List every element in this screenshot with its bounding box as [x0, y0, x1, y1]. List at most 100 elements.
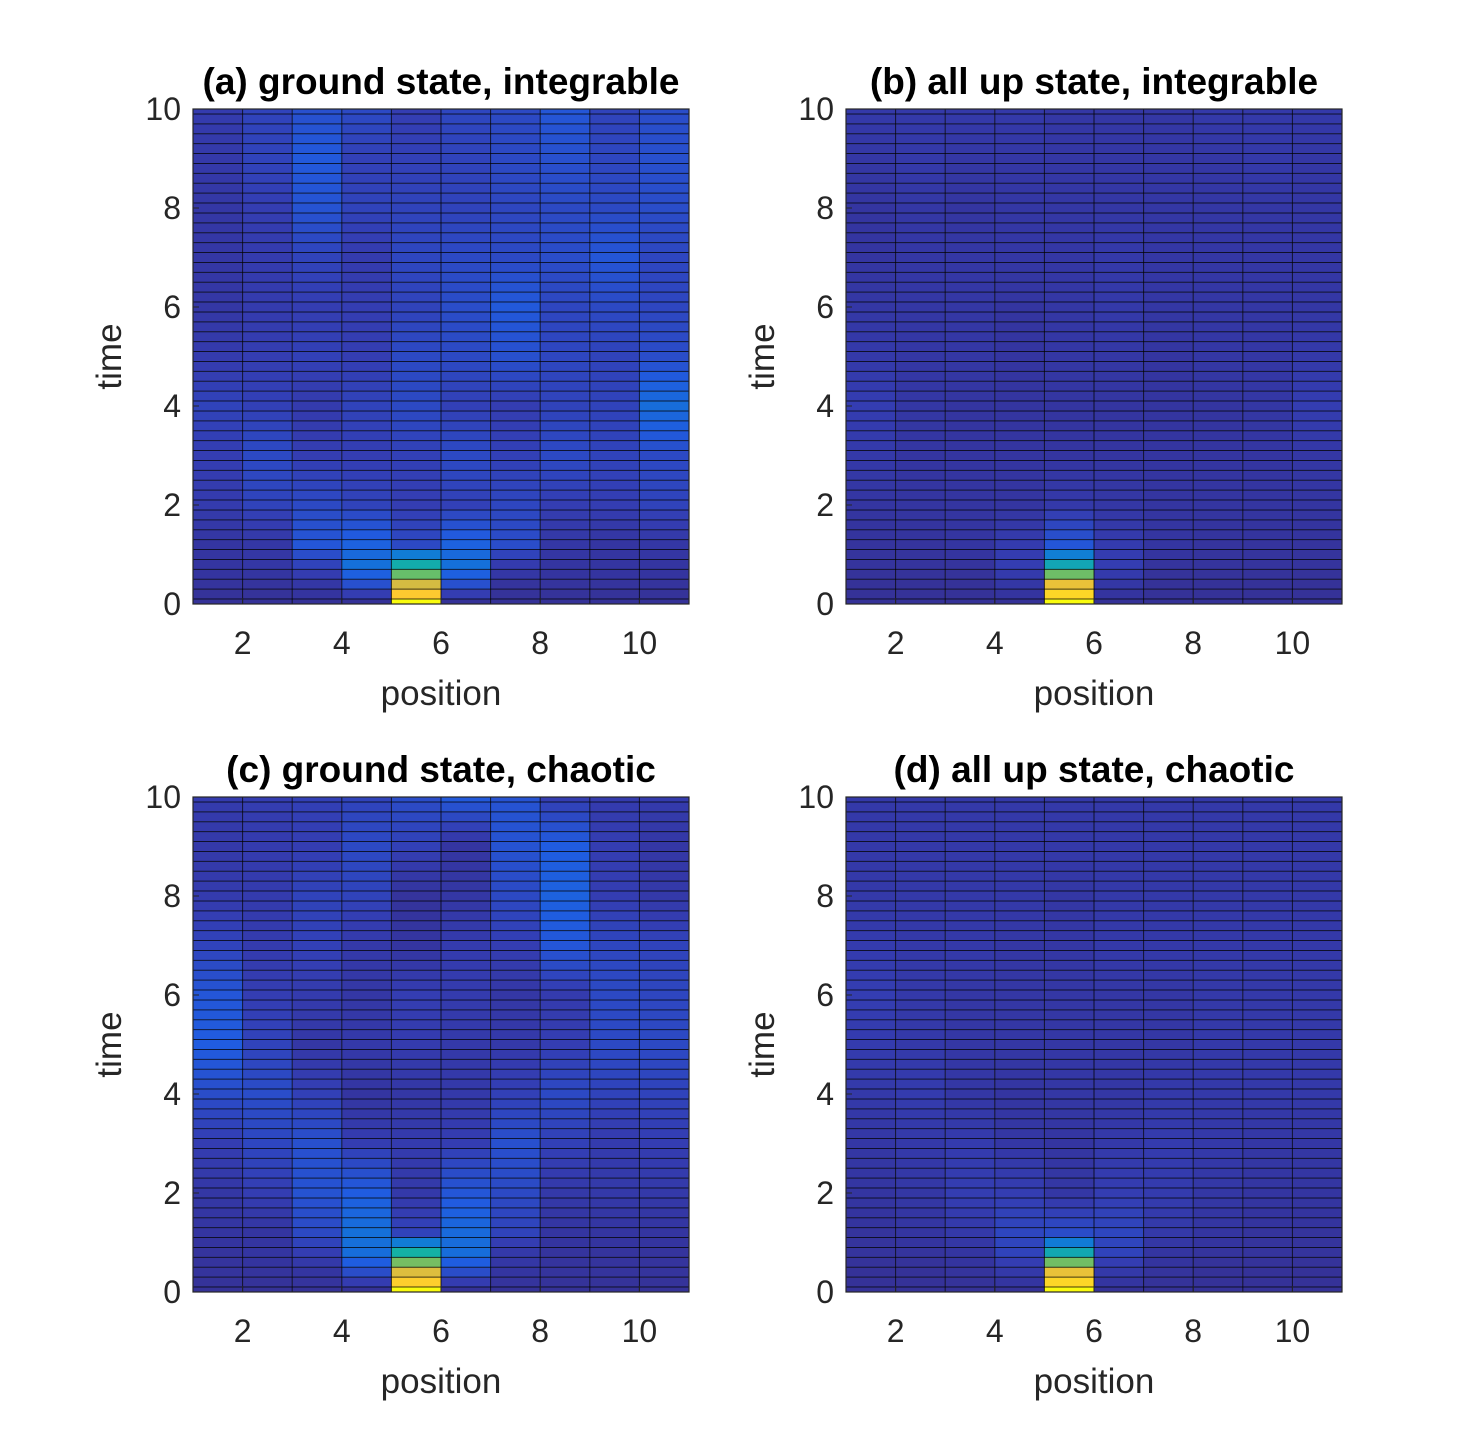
- heatmap-cell: [895, 1098, 946, 1109]
- heatmap-cell: [391, 589, 441, 600]
- heatmap-cell: [441, 321, 491, 332]
- heatmap-cell: [441, 940, 491, 951]
- heatmap-cell: [1292, 549, 1342, 560]
- heatmap-cell: [341, 519, 392, 530]
- heatmap-cell: [441, 1118, 491, 1129]
- heatmap-cell: [1044, 1277, 1094, 1288]
- heatmap-cell: [341, 1267, 392, 1278]
- heatmap-cell: [994, 391, 1045, 402]
- heatmap-cell: [945, 910, 995, 921]
- heatmap-cell: [1094, 381, 1144, 392]
- heatmap-cell: [1143, 831, 1194, 842]
- heatmap-cell: [589, 1267, 640, 1278]
- heatmap-cell: [1094, 1158, 1144, 1169]
- heatmap-cell: [193, 401, 243, 411]
- heatmap-cell: [540, 950, 590, 961]
- heatmap-cell: [441, 851, 491, 862]
- heatmap-cell: [1143, 361, 1194, 372]
- heatmap-cell: [490, 302, 541, 312]
- heatmap-cell: [639, 420, 689, 431]
- heatmap-cell: [441, 143, 491, 154]
- heatmap-cell: [193, 1237, 243, 1248]
- heatmap-cell: [895, 490, 946, 501]
- heatmap-cell: [1044, 282, 1094, 293]
- heatmap-cell: [490, 282, 541, 293]
- heatmap-cell: [1242, 272, 1293, 283]
- heatmap-cell: [589, 480, 640, 491]
- heatmap-cell: [589, 1009, 640, 1020]
- heatmap-cell: [945, 1247, 995, 1258]
- heatmap-cell: [441, 1039, 491, 1050]
- heatmap-cell: [490, 153, 541, 164]
- heatmap-cell: [1094, 970, 1144, 981]
- heatmap-cell: [895, 1168, 946, 1179]
- heatmap-cell: [639, 109, 689, 114]
- heatmap-cell: [1094, 559, 1144, 570]
- heatmap-cell: [1193, 242, 1243, 253]
- heatmap-cell: [441, 1257, 491, 1268]
- heatmap-cell: [341, 539, 392, 550]
- heatmap-cell: [895, 401, 946, 411]
- heatmap-cell: [441, 1287, 491, 1292]
- heatmap-cell: [1193, 420, 1243, 431]
- heatmap-cell: [292, 871, 342, 882]
- heatmap-cell: [292, 1079, 342, 1090]
- heatmap-cell: [1094, 480, 1144, 491]
- heatmap-cell: [1193, 891, 1243, 901]
- heatmap-cell: [895, 1019, 946, 1030]
- heatmap-cell: [292, 549, 342, 560]
- heatmap-cell: [441, 272, 491, 283]
- heatmap-cell: [1193, 579, 1243, 590]
- heatmap-cell: [391, 1207, 441, 1218]
- heatmap-cell: [1143, 153, 1194, 164]
- heatmap-cell: [441, 480, 491, 491]
- heatmap-cell: [292, 861, 342, 872]
- heatmap-cell: [1094, 1108, 1144, 1119]
- heatmap-cell: [341, 1188, 392, 1198]
- heatmap-cell: [242, 519, 293, 530]
- heatmap-cell: [589, 1098, 640, 1109]
- heatmap-cell: [1292, 470, 1342, 481]
- panel-title-a: (a) ground state, integrable: [203, 61, 680, 102]
- heatmap-cell: [1292, 113, 1342, 124]
- heatmap-cell: [540, 410, 590, 421]
- heatmap-cell: [441, 881, 491, 892]
- heatmap-cell: [1094, 1138, 1144, 1149]
- heatmap-cell: [846, 183, 896, 194]
- heatmap-cell: [1094, 203, 1144, 213]
- heatmap-cell: [589, 440, 640, 451]
- heatmap-cell: [292, 183, 342, 194]
- heatmap-cell: [1292, 1267, 1342, 1278]
- heatmap-cell: [846, 163, 896, 174]
- heatmap-cell: [292, 1049, 342, 1060]
- heatmap-cell: [639, 193, 689, 204]
- heatmap-cell: [994, 841, 1045, 852]
- heatmap-cell: [391, 500, 441, 510]
- heatmap-cell: [895, 1089, 946, 1099]
- heatmap-cell: [1094, 851, 1144, 862]
- heatmap-cell: [589, 133, 640, 144]
- heatmap-cell: [1143, 851, 1194, 862]
- heatmap-cell: [895, 920, 946, 931]
- heatmap-cell: [391, 1247, 441, 1258]
- heatmap-cell: [945, 1257, 995, 1268]
- heatmap-cell: [193, 311, 243, 322]
- heatmap-cell: [1292, 1049, 1342, 1060]
- heatmap-cell: [895, 143, 946, 154]
- heatmap-cell: [1044, 891, 1094, 901]
- heatmap-cell: [341, 1138, 392, 1149]
- heatmap-cell: [846, 272, 896, 283]
- heatmap-cell: [895, 371, 946, 382]
- heatmap-cell: [1094, 272, 1144, 283]
- heatmap-cell: [1094, 1168, 1144, 1179]
- heatmap-cell: [1143, 143, 1194, 154]
- heatmap-cell: [540, 391, 590, 402]
- heatmap-cell: [292, 1098, 342, 1109]
- heatmap-cell: [391, 599, 441, 604]
- heatmap-cell: [1193, 183, 1243, 194]
- heatmap-cell: [1242, 881, 1293, 892]
- heatmap-cell: [945, 940, 995, 951]
- heatmap-cell: [391, 1287, 441, 1292]
- heatmap-cell: [945, 797, 995, 802]
